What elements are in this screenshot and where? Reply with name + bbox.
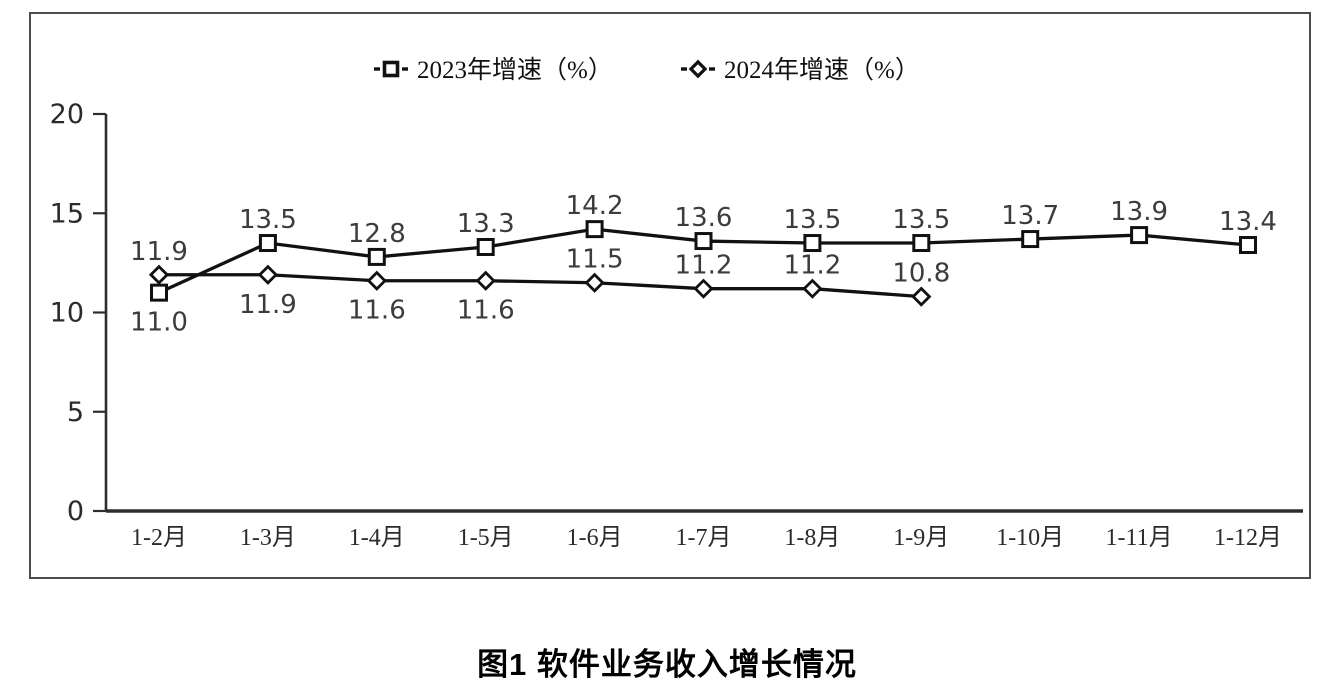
- legend-item-1: 2024年增速（%）: [681, 56, 920, 84]
- square-marker-icon: [476, 237, 495, 256]
- data-point-label: 11.5: [566, 245, 624, 275]
- data-point-label: 11.6: [457, 296, 515, 326]
- x-category-label: 1-10月: [996, 525, 1064, 551]
- y-tick-label: 15: [50, 198, 84, 229]
- y-tick-label: 10: [50, 298, 84, 329]
- x-category-label: 1-9月: [893, 525, 949, 551]
- figure-caption: 图1 软件业务收入增长情况: [477, 647, 857, 682]
- data-point-label: 11.2: [783, 251, 841, 281]
- data-point-label: 11.2: [675, 251, 733, 281]
- square-marker-icon: [150, 283, 168, 302]
- diamond-marker-icon: [475, 270, 496, 291]
- x-category-label: 1-12月: [1214, 525, 1282, 551]
- square-marker-icon: [912, 234, 931, 253]
- x-category-label: 1-11月: [1106, 525, 1173, 551]
- y-tick-label: 0: [67, 496, 84, 527]
- legend-label: 2023年增速（%）: [417, 56, 613, 84]
- data-point-label: 11.9: [239, 290, 297, 320]
- data-point-label: 13.9: [1110, 197, 1168, 227]
- diamond-marker-icon: [257, 264, 279, 285]
- diamond-marker-icon: [693, 278, 714, 299]
- legend-label: 2024年增速（%）: [724, 56, 920, 84]
- square-marker-icon: [1239, 236, 1257, 255]
- square-marker-icon: [694, 232, 713, 251]
- x-category-label: 1-2月: [131, 525, 187, 551]
- series-line-1: [159, 273, 922, 299]
- diamond-marker-icon: [148, 264, 170, 285]
- diamond-marker-icon: [911, 286, 932, 307]
- square-marker-icon: [585, 220, 604, 239]
- data-point-label: 13.7: [1001, 201, 1059, 231]
- data-point-label: 14.2: [566, 191, 624, 221]
- y-tick-label: 20: [50, 99, 84, 130]
- data-point-label: 12.8: [348, 219, 406, 249]
- square-marker-icon: [367, 247, 386, 266]
- x-category-label: 1-3月: [240, 525, 296, 551]
- data-point-label: 10.8: [892, 259, 950, 289]
- diamond-marker-icon: [366, 270, 387, 291]
- square-marker-icon: [1021, 230, 1040, 249]
- x-category-label: 1-6月: [567, 525, 623, 551]
- growth-line-chart: 2023年增速（%） 2024年增速（%） 0 5 10 15 20 1-2月 1-3月 1-4月…: [50, 56, 1303, 551]
- data-point-label: 13.4: [1219, 207, 1277, 237]
- data-point-label: 13.5: [783, 205, 841, 235]
- data-point-label: 13.5: [892, 205, 950, 235]
- y-tick-label: 5: [67, 397, 84, 428]
- x-category-label: 1-4月: [349, 525, 405, 551]
- data-point-label: 13.5: [239, 205, 297, 235]
- x-category-label: 1-7月: [676, 525, 732, 551]
- diamond-marker-icon: [802, 278, 823, 299]
- data-point-label: 11.6: [348, 296, 406, 326]
- square-marker-icon: [1130, 226, 1149, 245]
- square-marker-icon: [258, 234, 277, 253]
- chart-panel: 2023年增速（%） 2024年增速（%） 0 5 10 15 20 1-2月 1-3月 1-4月…: [29, 12, 1311, 579]
- legend-item-0: 2023年增速（%）: [374, 56, 613, 84]
- x-category-label: 1-5月: [458, 525, 514, 551]
- x-category-label: 1-8月: [784, 525, 840, 551]
- square-marker-icon: [803, 234, 822, 253]
- data-point-label: 11.9: [130, 237, 188, 267]
- legend-diamond-marker-icon: [688, 59, 708, 79]
- data-point-label: 13.6: [675, 203, 733, 233]
- diamond-marker-icon: [584, 272, 605, 293]
- legend-square-marker-icon: [382, 60, 400, 78]
- data-point-label: 11.0: [130, 308, 188, 338]
- data-point-label: 13.3: [457, 209, 515, 239]
